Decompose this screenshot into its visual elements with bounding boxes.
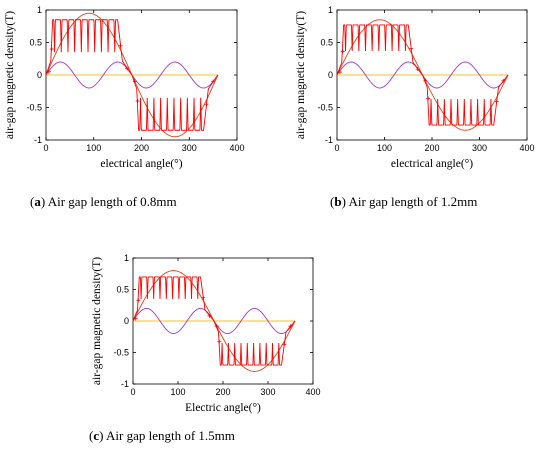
chart-panel-c: 0 100 200 300 400 -1 -0.5 0 0.5 1 Electric angle(°… — [87, 248, 347, 423]
series-marker-b-4 — [423, 78, 428, 83]
chart-c-svg: 0 100 200 300 400 -1 -0.5 0 0.5 1 Electric angle(°… — [91, 253, 321, 414]
series-marker-b-1 — [340, 49, 345, 54]
series-marker-c-5 — [217, 339, 222, 344]
x-tick-label-c-100: 100 — [170, 387, 185, 397]
x-tick-label-a-100: 100 — [86, 143, 101, 153]
x-tick-label-a-300: 300 — [182, 143, 197, 153]
y-tick-label-c-0: 0 — [124, 316, 129, 326]
series-marker-a-1 — [49, 47, 54, 51]
series-marker-b-5 — [426, 96, 431, 101]
y-tick-label-b--0.5: -0.5 — [317, 103, 333, 113]
caption-b-letter: b — [334, 194, 342, 209]
chart-a-svg: 0 100 200 300 400 -1 -0.5 0 0.5 1 electrical angle… — [4, 5, 245, 170]
y-tick-label-c-1: 1 — [124, 253, 129, 263]
series-marker-b-0 — [337, 70, 342, 75]
caption-c-text: Air gap length of 1.5mm — [103, 428, 235, 443]
series-marker-b-2 — [409, 46, 414, 51]
x-tick-label-c-400: 400 — [305, 387, 320, 397]
series-marker-a-7 — [211, 79, 216, 84]
series-marker-c-1 — [136, 298, 141, 303]
x-axis-label-a: electrical angle(°) — [100, 158, 182, 170]
x-tick-label-a-0: 0 — [43, 143, 48, 153]
chart-panel-a: 0 100 200 300 400 -1 -0.5 0 0.5 1 electrical angle… — [0, 0, 260, 185]
series-marker-a-4 — [132, 79, 137, 84]
caption-c: (c) Air gap length of 1.5mm — [89, 428, 235, 443]
series-stepped-c — [132, 276, 296, 366]
series-marker-b-3 — [415, 67, 420, 72]
x-tick-label-a-400: 400 — [229, 143, 244, 153]
series-marker-c-4 — [214, 324, 219, 329]
series-marker-b-7 — [501, 78, 506, 83]
y-tick-label-a--0.5: -0.5 — [26, 103, 42, 113]
series-marker-a-0 — [46, 69, 51, 74]
y-tick-label-c--1: -1 — [121, 379, 129, 389]
y-tick-label-a-0: 0 — [37, 70, 42, 80]
x-tick-label-a-200: 200 — [134, 143, 149, 153]
x-axis-label-b: electrical angle(°) — [391, 158, 473, 170]
y-tick-label-c--0.5: -0.5 — [113, 348, 129, 358]
caption-a-letter: a — [34, 194, 41, 209]
x-tick-label-c-300: 300 — [260, 387, 275, 397]
caption-b: (b) Air gap length of 1.2mm — [330, 194, 478, 209]
series-marker-b-6 — [494, 99, 499, 104]
series-marker-c-6 — [282, 342, 287, 347]
x-tick-label-c-0: 0 — [130, 387, 135, 397]
series-marker-c-2 — [201, 295, 206, 300]
caption-c-letter: c — [93, 428, 100, 443]
series-stepped-a — [45, 19, 219, 131]
caption-a: (a) Air gap length of 0.8mm — [30, 194, 177, 209]
y-tick-label-c-0.5: 0.5 — [116, 285, 129, 295]
x-tick-label-b-100: 100 — [377, 143, 392, 153]
y-axis-label-b: air-gap magnetic density(T) — [295, 11, 307, 139]
series-marker-a-5 — [135, 99, 140, 103]
y-axis-label-c: air-gap magnetic density(T) — [91, 257, 103, 385]
x-tick-label-b-300: 300 — [472, 143, 487, 153]
x-tick-label-b-400: 400 — [519, 143, 534, 153]
series-marker-a-3 — [125, 66, 130, 71]
chart-b-svg: 0 100 200 300 400 -1 -0.5 0 0.5 1 electrical angle… — [295, 5, 535, 170]
x-tick-label-b-200: 200 — [424, 143, 439, 153]
y-tick-label-b-1: 1 — [328, 5, 333, 15]
y-tick-label-a-0.5: 0.5 — [29, 38, 42, 48]
x-tick-label-b-0: 0 — [334, 143, 339, 153]
series-stepped-b — [336, 24, 509, 126]
series-marker-c-7 — [288, 324, 293, 329]
caption-b-text: Air gap length of 1.2mm — [345, 194, 478, 209]
x-tick-label-c-200: 200 — [215, 387, 230, 397]
y-tick-label-b-0.5: 0.5 — [320, 38, 333, 48]
y-tick-label-a-1: 1 — [37, 5, 42, 15]
series-marker-c-0 — [133, 316, 138, 321]
x-axis-label-c: Electric angle(°) — [185, 402, 261, 414]
caption-a-text: Air gap length of 0.8mm — [45, 194, 177, 209]
chart-panel-b: 0 100 200 300 400 -1 -0.5 0 0.5 1 electrical angle… — [290, 0, 550, 185]
series-marker-a-2 — [118, 43, 123, 48]
series-marker-a-6 — [204, 102, 209, 107]
y-tick-label-b--1: -1 — [325, 135, 333, 145]
y-tick-label-a--1: -1 — [34, 135, 42, 145]
y-tick-label-b-0: 0 — [328, 70, 333, 80]
series-marker-c-3 — [207, 313, 212, 318]
y-axis-label-a: air-gap magnetic density(T) — [4, 11, 16, 139]
